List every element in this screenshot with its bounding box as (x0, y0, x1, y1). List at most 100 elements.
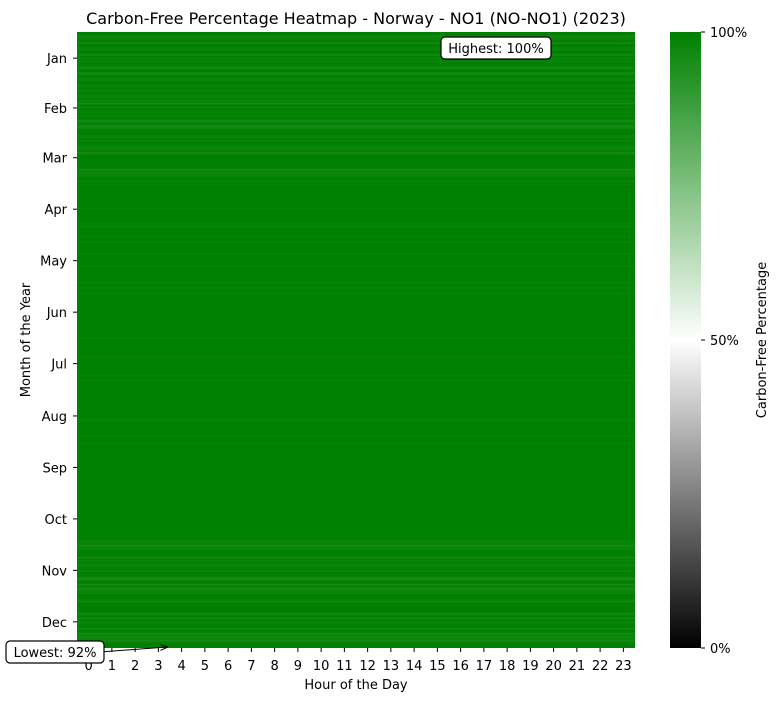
x-tick-label: 5 (201, 659, 209, 674)
heatmap-row (77, 641, 635, 643)
lowest-annotation-arrow (99, 647, 167, 653)
heatmap-row (77, 175, 635, 178)
heatmap-row (77, 37, 635, 39)
heatmap-row (77, 74, 635, 76)
heatmap-row (77, 281, 635, 284)
x-axis-label: Hour of the Day (304, 678, 408, 693)
heatmap-row (77, 634, 635, 637)
heatmap-row (77, 140, 635, 142)
heatmap-row (77, 153, 635, 156)
heatmap-row (77, 418, 635, 421)
heatmap-row (77, 148, 635, 151)
heatmap-row (77, 38, 635, 41)
highest-annotation: Highest: 100% (440, 36, 552, 60)
heatmap-row (77, 86, 635, 88)
heatmap-row (77, 442, 635, 444)
heatmap-row (77, 146, 635, 149)
y-axis-label: Month of the Year (19, 282, 34, 397)
heatmap-row (77, 35, 635, 38)
x-tick-label: 21 (569, 659, 586, 674)
heatmap-row (77, 47, 635, 49)
heatmap-row (77, 637, 635, 640)
heatmap-row (77, 134, 635, 137)
heatmap-row (77, 614, 635, 616)
heatmap-row (77, 79, 635, 81)
heatmap-row (77, 60, 635, 63)
heatmap-row (77, 102, 635, 105)
heatmap-row (77, 539, 635, 542)
y-tick-label: Feb (44, 102, 67, 117)
heatmap-row (77, 639, 635, 642)
heatmap-row (77, 435, 635, 438)
colorbar-label: Carbon-Free Percentage (755, 262, 770, 418)
heatmap-row (77, 170, 635, 173)
x-tick-label: 18 (499, 659, 516, 674)
heatmap-row (77, 337, 635, 340)
heatmap-row (77, 119, 635, 122)
heatmap-row (77, 563, 635, 566)
colorbar-gradient (670, 32, 701, 648)
heatmap-row (77, 53, 635, 56)
heatmap-row (77, 89, 635, 92)
colorbar: 0% 50% 100% Carbon-Free Percentage (670, 26, 770, 657)
heatmap-row (77, 67, 635, 70)
x-tick-label: 0 (84, 659, 92, 674)
heatmap-row (77, 173, 635, 176)
heatmap-row (77, 286, 635, 289)
heatmap-row (77, 101, 635, 103)
heatmap-row (77, 111, 635, 114)
heatmap-row (77, 592, 635, 594)
heatmap-row (77, 121, 635, 124)
heatmap-row (77, 236, 635, 238)
heatmap-row (77, 91, 635, 93)
heatmap-row (77, 57, 635, 60)
heatmap-row (77, 128, 635, 130)
y-tick-label: Jan (46, 52, 67, 67)
x-tick-label: 1 (108, 659, 116, 674)
x-tick-label: 4 (177, 659, 185, 674)
x-tick-label: 16 (452, 659, 469, 674)
lowest-annotation-box (5, 640, 105, 664)
heatmap-row (77, 546, 635, 549)
heatmap-row (77, 264, 635, 267)
heatmap-row (77, 291, 635, 294)
colorbar-tick-label: 100% (710, 26, 747, 41)
heatmap-row (77, 77, 635, 80)
y-tick-label: Oct (45, 513, 67, 528)
x-tick-label: 9 (294, 659, 302, 674)
x-tick-label: 15 (429, 659, 446, 674)
heatmap-row (77, 99, 635, 102)
heatmap-row (77, 636, 635, 638)
heatmap-row (77, 207, 635, 210)
y-tick-label: Aug (42, 410, 67, 425)
heatmap-row (77, 379, 635, 382)
heatmap-row (77, 241, 635, 243)
heatmap-row (77, 253, 635, 255)
lowest-annotation-text: Lowest: 92% (14, 646, 97, 661)
heatmap-row (77, 72, 635, 75)
heatmap-row (77, 570, 635, 573)
heatmap-row (77, 588, 635, 591)
heatmap-row (77, 590, 635, 593)
y-tick-label: Nov (42, 564, 68, 579)
heatmap-row (77, 65, 635, 68)
y-tick-label: Jul (50, 358, 67, 373)
heatmap-row (77, 124, 635, 127)
x-tick-label: 2 (131, 659, 139, 674)
heatmap-row (77, 96, 635, 98)
colorbar-tick-label: 0% (710, 642, 731, 657)
chart-title: Carbon-Free Percentage Heatmap - Norway … (86, 9, 626, 28)
heatmap-row (77, 556, 635, 559)
x-tick-label: 14 (406, 659, 423, 674)
x-tick-label: 12 (359, 659, 376, 674)
colorbar-ticks: 0% 50% 100% (701, 26, 747, 657)
heatmap-row (77, 577, 635, 579)
heatmap-row (77, 151, 635, 154)
y-tick-label: May (40, 255, 67, 270)
y-axis: Jan Feb Mar Apr May Jun Jul Aug Sep Oct Nov Dec (40, 52, 77, 631)
heatmap-row (77, 222, 635, 225)
heatmap-row (77, 226, 635, 228)
colorbar-tick-label: 50% (710, 334, 739, 349)
heatmap-background (77, 32, 635, 648)
